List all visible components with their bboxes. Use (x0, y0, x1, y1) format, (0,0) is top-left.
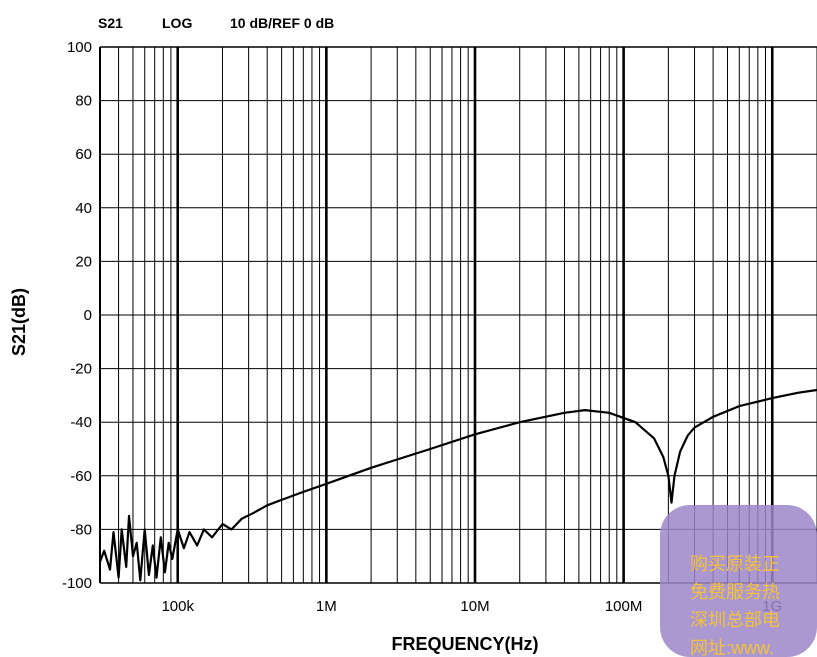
y-tick-label: -40 (70, 414, 92, 431)
y-tick-label: 80 (75, 93, 92, 110)
x-tick-label: 100M (605, 598, 643, 615)
y-tick-label: 20 (75, 253, 92, 270)
y-tick-label: -80 (70, 521, 92, 538)
y-tick-label: 60 (75, 146, 92, 163)
watermark-box (660, 505, 817, 657)
watermark-line-3: 深圳总部电 (690, 610, 780, 630)
y-axis-label: S21(dB) (9, 288, 29, 356)
watermark: 购买原装正 免费服务热 深圳总部电 网址:www. (660, 505, 817, 657)
y-tick-label: -100 (62, 575, 92, 592)
y-tick-label: 0 (84, 307, 92, 324)
y-tick-label: -20 (70, 361, 92, 378)
watermark-line-1: 购买原装正 (690, 554, 780, 574)
y-tick-label: 100 (67, 39, 92, 56)
y-tick-labels: 100 80 60 40 20 0 -20 -40 -60 -80 -100 (62, 39, 92, 592)
header-scale: 10 dB/REF 0 dB (230, 15, 334, 31)
x-tick-label: 10M (460, 598, 489, 615)
watermark-line-4: 网址:www. (690, 638, 774, 657)
watermark-line-2: 免费服务热 (690, 582, 780, 602)
x-axis-label: FREQUENCY(Hz) (392, 634, 539, 654)
x-tick-label: 1M (316, 598, 337, 615)
grid (99, 46, 817, 584)
s21-trace (98, 388, 817, 582)
y-tick-label: -60 (70, 468, 92, 485)
header-format: LOG (162, 15, 192, 31)
y-tick-label: 40 (75, 200, 92, 217)
x-tick-label: 100k (161, 598, 194, 615)
header-param: S21 (98, 15, 123, 31)
